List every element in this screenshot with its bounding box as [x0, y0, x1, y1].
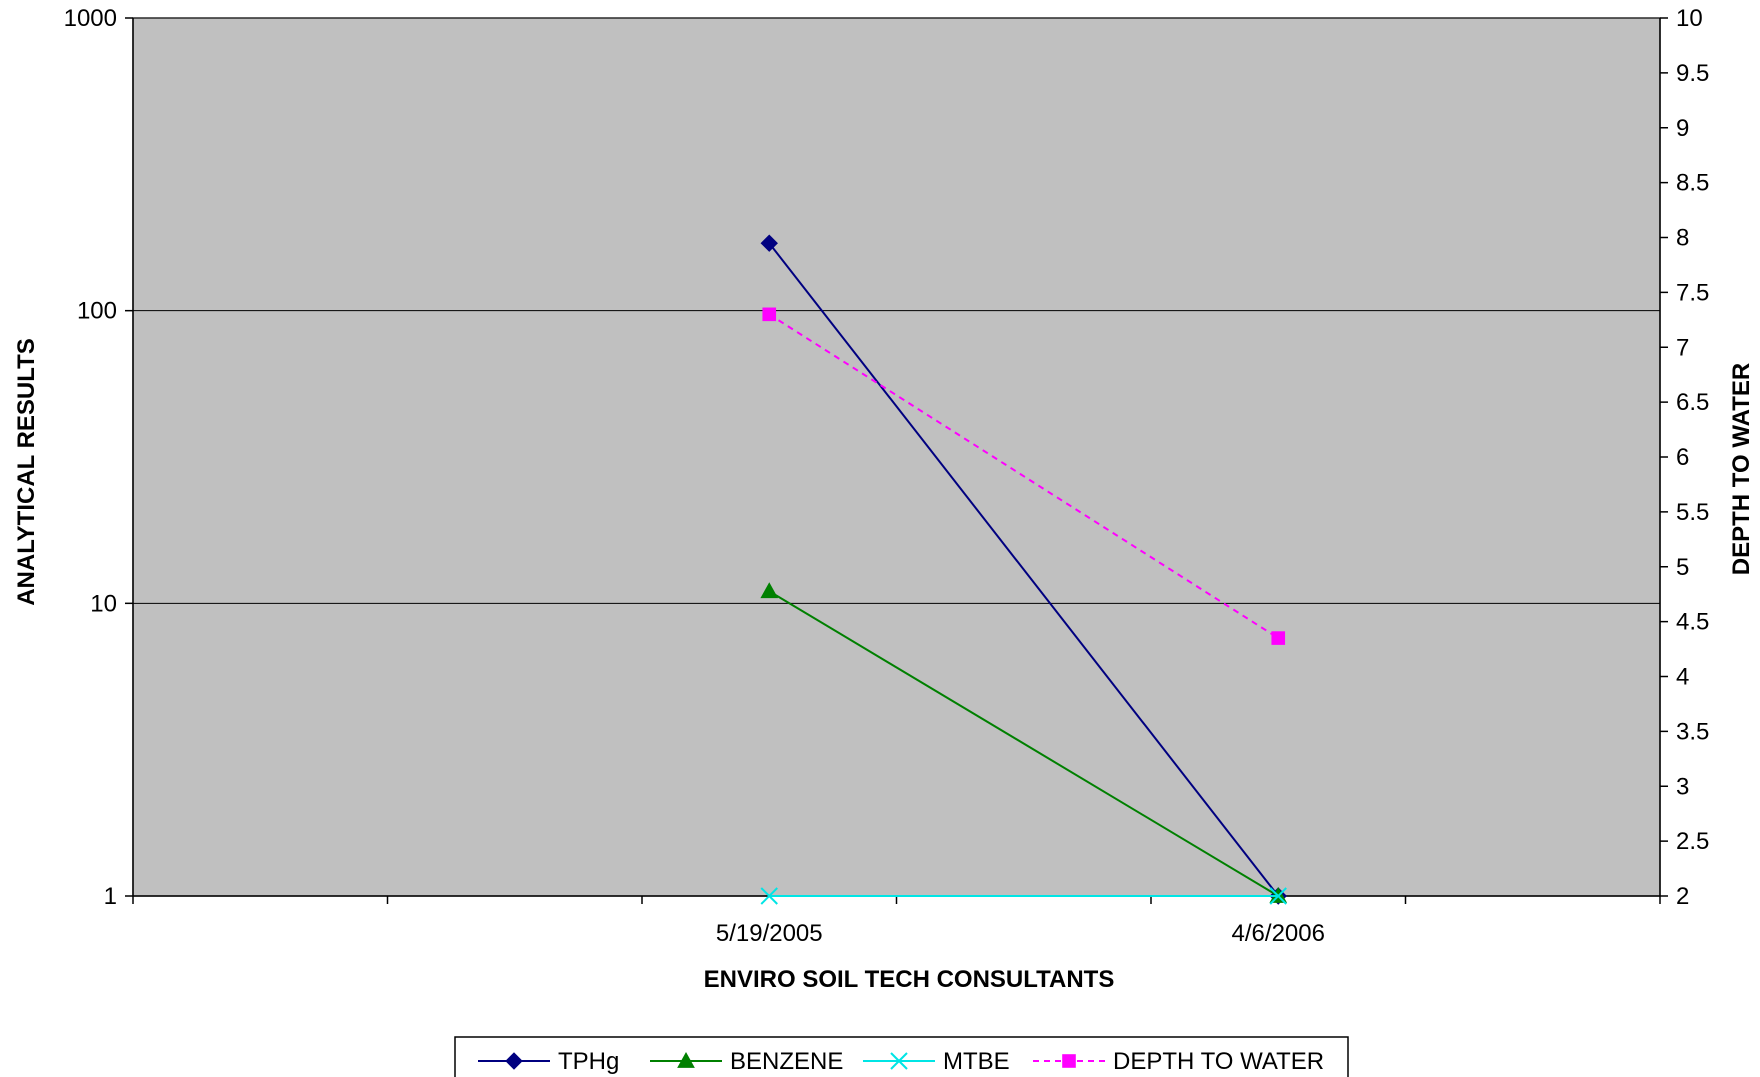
y2-tick-label: 5.5 [1676, 499, 1709, 526]
marker-x [1269, 887, 1287, 905]
marker-square [1271, 631, 1286, 645]
marker-square [1062, 1054, 1076, 1068]
marker-x-stroke [760, 887, 778, 905]
y2-tick-label: 9 [1676, 115, 1689, 142]
legend-label: TPHg [558, 1048, 619, 1075]
y2-tick-label: 8.5 [1676, 170, 1709, 197]
legend-entry: BENZENE [650, 1048, 843, 1075]
y2-axis-title: DEPTH TO WATER [1728, 363, 1755, 575]
y2-tick-label: 4.5 [1676, 609, 1709, 636]
legend: TPHg BENZENE MTBE DEPTH TO WATER [478, 1048, 1324, 1075]
marker-x-stroke [1269, 887, 1287, 905]
marker-x [760, 887, 778, 905]
legend-box [454, 1036, 1349, 1077]
marker-x [890, 1052, 908, 1070]
legend-entry: TPHg [478, 1048, 619, 1075]
legend-label: MTBE [943, 1048, 1010, 1075]
marker-triangle [760, 582, 779, 599]
y2-tick-label: 5 [1676, 554, 1689, 581]
marker-diamond [760, 234, 778, 252]
legend-label: BENZENE [730, 1048, 843, 1075]
marker-x-stroke [890, 1052, 908, 1070]
y2-tick-label: 6 [1676, 444, 1689, 471]
legend-entry: DEPTH TO WATER [1033, 1048, 1324, 1075]
y2-tick-label: 3 [1676, 773, 1689, 800]
y-tick-label: 1000 [64, 5, 117, 32]
y2-tick-label: 4 [1676, 664, 1689, 691]
y2-tick-label: 2 [1676, 883, 1689, 910]
y2-tick-label: 10 [1676, 5, 1703, 32]
y-axis-title: ANALYTICAL RESULTS [13, 338, 40, 606]
y2-tick-label: 3.5 [1676, 718, 1709, 745]
x-tick-label: 4/6/2006 [1232, 920, 1325, 947]
y2-tick-label: 2.5 [1676, 828, 1709, 855]
legend-entry: MTBE [863, 1048, 1010, 1075]
y2-tick-label: 7.5 [1676, 279, 1709, 306]
y-tick-label: 1 [104, 883, 117, 910]
series-layer [760, 234, 1288, 905]
plot-area [132, 17, 1661, 897]
x-axis-title: ENVIRO SOIL TECH CONSULTANTS [704, 966, 1115, 993]
gridlines [133, 17, 1660, 604]
marker-triangle [677, 1051, 695, 1068]
y-tick-label: 10 [90, 590, 117, 617]
x-tick-label: 5/19/2005 [716, 920, 823, 947]
y2-tick-label: 9.5 [1676, 60, 1709, 87]
series-line [768, 313, 1279, 639]
y2-tick-label: 8 [1676, 225, 1689, 252]
marker-diamond [505, 1052, 523, 1070]
series-line [768, 242, 1280, 897]
y2-tick-label: 6.5 [1676, 389, 1709, 416]
legend-label: DEPTH TO WATER [1113, 1048, 1324, 1075]
series-line [768, 590, 1279, 897]
y2-tick-label: 7 [1676, 334, 1689, 361]
y-tick-label: 100 [77, 298, 117, 325]
marker-square [762, 307, 777, 322]
